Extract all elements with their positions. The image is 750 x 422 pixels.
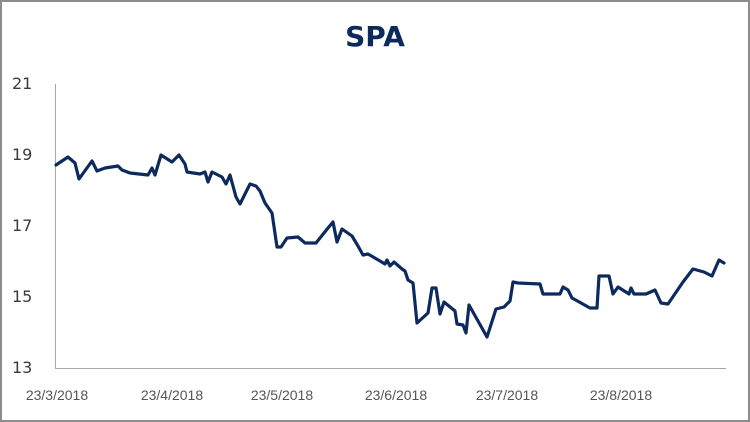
y-tick-label: 13 [12,358,33,377]
x-tick-label: 23/8/2018 [589,387,653,403]
x-tick-label: 23/3/2018 [25,387,89,403]
y-tick-label: 15 [12,287,33,306]
spa-price-line [54,153,726,339]
chart-title: SPA [345,20,405,53]
y-tick-label: 17 [12,216,33,235]
x-tick-label: 23/6/2018 [364,387,428,403]
x-tick-label: 23/5/2018 [250,387,314,403]
y-tick-label: 19 [12,145,33,164]
x-tick-label: 23/4/2018 [140,387,204,403]
y-tick-label: 21 [12,74,33,93]
x-tick-label: 23/7/2018 [475,387,539,403]
